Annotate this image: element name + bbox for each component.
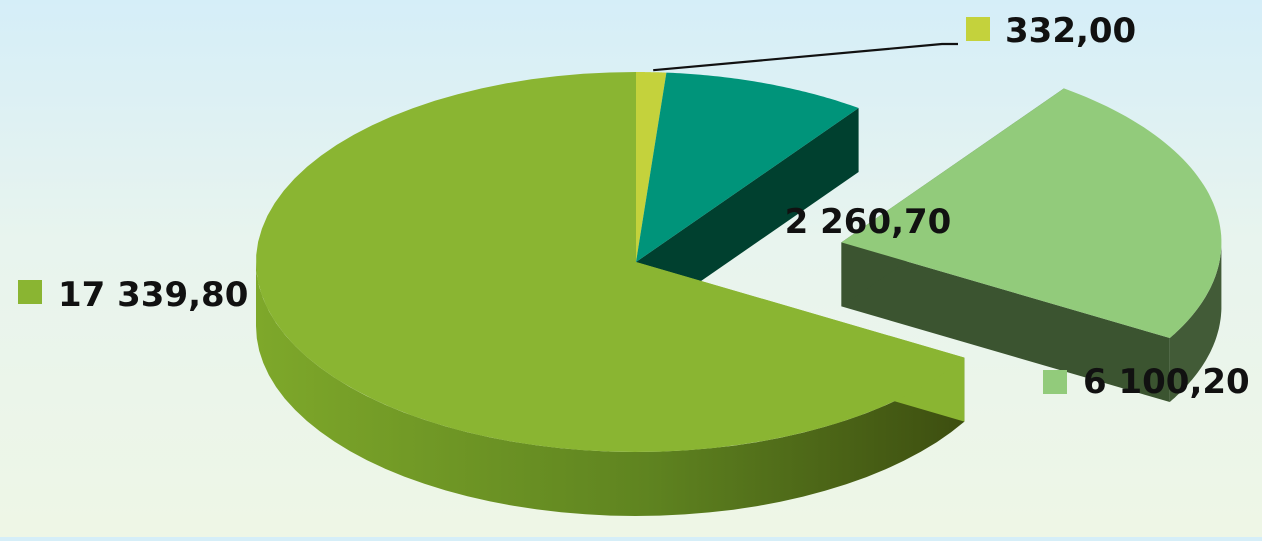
slice-3-rim (1169, 242, 1222, 402)
slice-0 (256, 72, 965, 452)
slice-3 (841, 88, 1222, 339)
leader-line-1 (653, 42, 958, 72)
slice-3-wall-end (841, 242, 1170, 402)
legend-key-1 (966, 17, 990, 41)
data-label-0: 17 339,80 (58, 275, 248, 315)
data-label-1: 332,00 (1005, 11, 1136, 51)
slice-2-side (636, 108, 859, 326)
slice-2-wall (636, 108, 859, 326)
slice-1 (636, 72, 667, 262)
slice-2 (636, 72, 859, 262)
legend-key-0 (18, 280, 42, 304)
slice-tops (256, 72, 1222, 452)
data-label-2: 2 260,70 (785, 202, 952, 242)
data-label-3: 6 100,20 (1083, 362, 1250, 402)
slice-0-rim (256, 262, 965, 516)
slice-labels: 17 339,80 332,00 2 260,70 6 100,20 (18, 11, 1250, 402)
legend-key-3 (1043, 370, 1067, 394)
